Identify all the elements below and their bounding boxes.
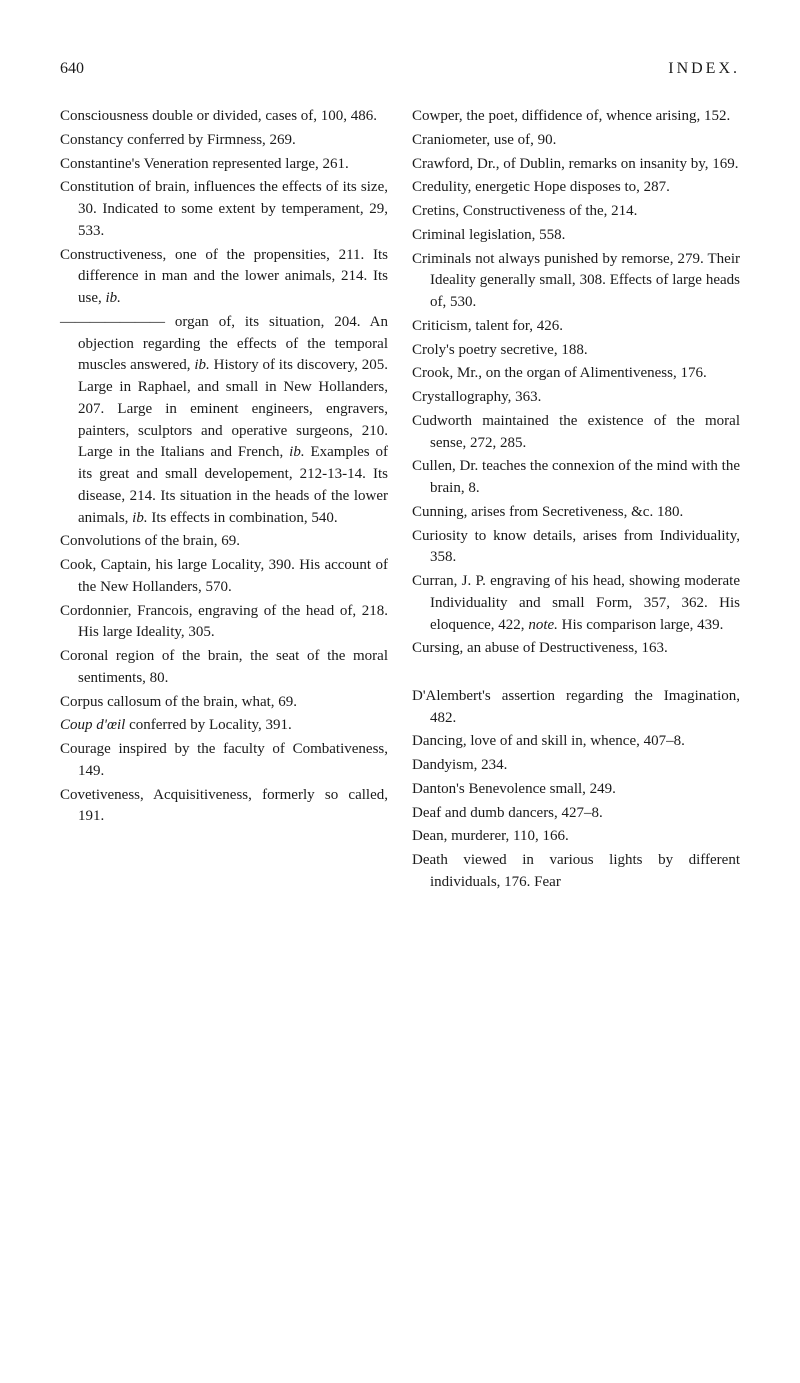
index-entry: Curiosity to know details, arises from I… <box>412 526 740 570</box>
index-entry: Constitution of brain, influences the ef… <box>60 177 388 242</box>
right-column: Cowper, the poet, diffidence of, whence … <box>412 106 740 896</box>
index-entry: Curran, J. P. engraving of his head, sho… <box>412 571 740 636</box>
index-entry: Convolutions of the brain, 69. <box>60 531 388 553</box>
index-entry: Crystallography, 363. <box>412 387 740 409</box>
index-entry: Criminals not always punished by remorse… <box>412 249 740 314</box>
index-entry: Croly's poetry secretive, 188. <box>412 340 740 362</box>
index-entry: Cullen, Dr. teaches the connexion of the… <box>412 456 740 500</box>
index-entry: Crawford, Dr., of Dublin, remarks on ins… <box>412 154 740 176</box>
index-entry: Constructiveness, one of the propensitie… <box>60 245 388 310</box>
index-entry: Dean, murderer, 110, 166. <box>412 826 740 848</box>
index-entry: Constancy conferred by Firmness, 269. <box>60 130 388 152</box>
index-entry: Deaf and dumb dancers, 427–8. <box>412 803 740 825</box>
index-entry: Coup d'œil conferred by Locality, 391. <box>60 715 388 737</box>
index-page: 640 INDEX. Consciousness double or divid… <box>0 0 800 936</box>
index-entry: Cursing, an abuse of Destructiveness, 16… <box>412 638 740 660</box>
page-number: 640 <box>60 60 84 78</box>
index-entry: Credulity, energetic Hope disposes to, 2… <box>412 177 740 199</box>
index-entry: Craniometer, use of, 90. <box>412 130 740 152</box>
index-entry: Cowper, the poet, diffidence of, whence … <box>412 106 740 128</box>
index-entry: Consciousness double or divided, cases o… <box>60 106 388 128</box>
index-entry: Danton's Benevolence small, 249. <box>412 779 740 801</box>
index-entry: Criticism, talent for, 426. <box>412 316 740 338</box>
index-entry: Courage inspired by the faculty of Comba… <box>60 739 388 783</box>
index-entry: Corpus callosum of the brain, what, 69. <box>60 692 388 714</box>
index-entry: ——————— organ of, its situation, 204. An… <box>60 312 388 530</box>
index-entry: Covetiveness, Acquisitiveness, formerly … <box>60 785 388 829</box>
index-entry <box>412 662 740 684</box>
index-entry: Dancing, love of and skill in, whence, 4… <box>412 731 740 753</box>
left-column: Consciousness double or divided, cases o… <box>60 106 388 896</box>
index-entry: Cretins, Constructiveness of the, 214. <box>412 201 740 223</box>
index-entry: Crook, Mr., on the organ of Alimentivene… <box>412 363 740 385</box>
index-entry: Criminal legislation, 558. <box>412 225 740 247</box>
index-entry: Death viewed in various lights by differ… <box>412 850 740 894</box>
index-columns: Consciousness double or divided, cases o… <box>60 106 740 896</box>
index-entry: D'Alembert's assertion regarding the Ima… <box>412 686 740 730</box>
page-header: 640 INDEX. <box>60 60 740 78</box>
index-entry: Cudworth maintained the existence of the… <box>412 411 740 455</box>
index-entry: Cordonnier, Francois, engraving of the h… <box>60 601 388 645</box>
index-entry: Cook, Captain, his large Locality, 390. … <box>60 555 388 599</box>
index-entry: Coronal region of the brain, the seat of… <box>60 646 388 690</box>
index-entry: Dandyism, 234. <box>412 755 740 777</box>
index-entry: Cunning, arises from Secretiveness, &c. … <box>412 502 740 524</box>
index-entry: Constantine's Veneration represented lar… <box>60 154 388 176</box>
page-title: INDEX. <box>668 60 740 78</box>
